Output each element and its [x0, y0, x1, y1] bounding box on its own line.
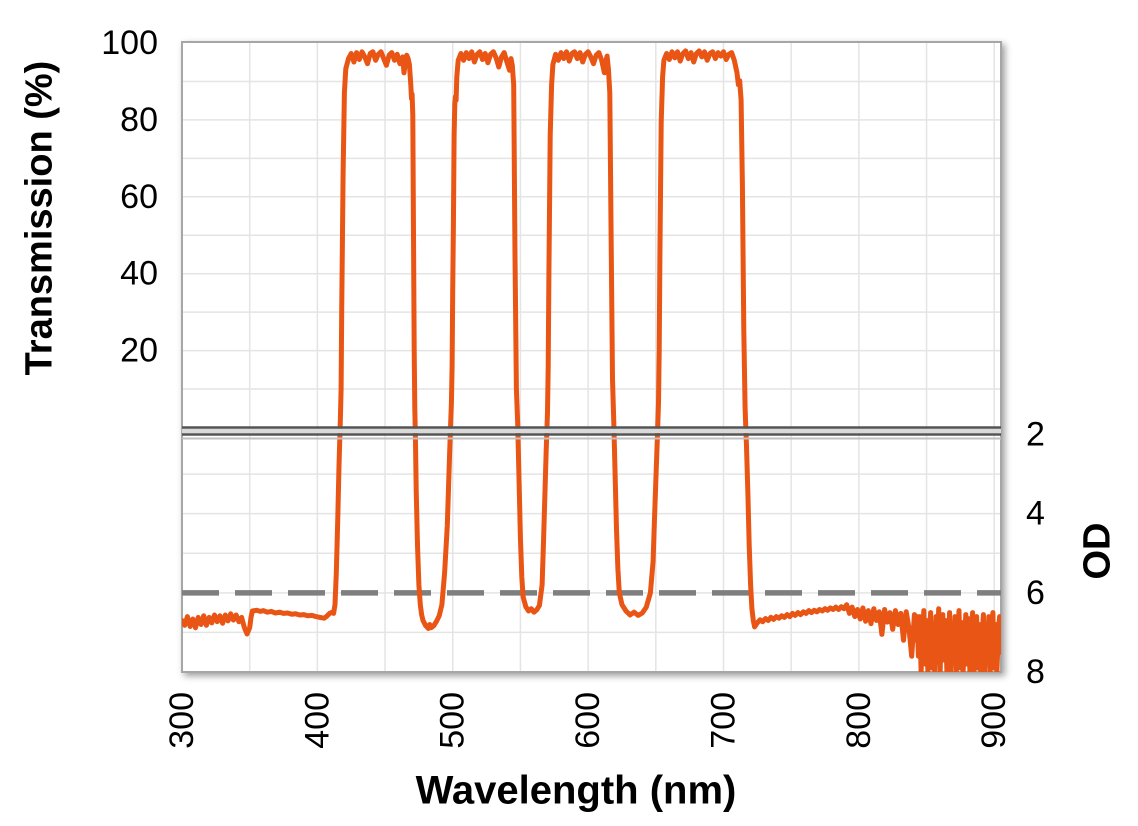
plot-area [181, 41, 1002, 673]
transmission-tick-label: 80 [120, 101, 158, 139]
transmission-od-curve [182, 48, 1001, 672]
axis-break-fill [182, 428, 1001, 434]
right-axis-ticks: 2 4 6 8 [1026, 416, 1045, 692]
wavelength-tick-label: 400 [298, 692, 336, 749]
axis-break-separator [182, 426, 1001, 440]
wavelength-tick-label: 600 [569, 692, 607, 749]
transmission-tick-label: 20 [120, 332, 158, 370]
left-axis-title: Transmission (%) [18, 60, 61, 376]
x-axis-title: Wavelength (nm) [415, 768, 737, 813]
od-tick-label: 8 [1026, 653, 1045, 691]
od-tick-label: 4 [1026, 495, 1045, 533]
wavelength-tick-label: 700 [705, 692, 743, 749]
transmission-tick-label: 40 [120, 255, 158, 293]
wavelength-tick-label: 800 [840, 692, 878, 749]
transmission-tick-label: 60 [120, 178, 158, 216]
x-axis-ticks: 300 400 500 600 700 800 900 [163, 692, 1013, 749]
wavelength-tick-label: 300 [163, 692, 201, 749]
right-axis-title: OD [1076, 522, 1119, 580]
od-tick-label: 2 [1026, 416, 1045, 454]
transmission-tick-label: 100 [101, 24, 158, 62]
gridlines [183, 43, 1000, 671]
left-axis-ticks: 100 80 60 40 20 [101, 24, 158, 370]
wavelength-tick-label: 900 [975, 692, 1013, 749]
wavelength-tick-label: 500 [434, 692, 472, 749]
od-tick-label: 6 [1026, 574, 1045, 612]
